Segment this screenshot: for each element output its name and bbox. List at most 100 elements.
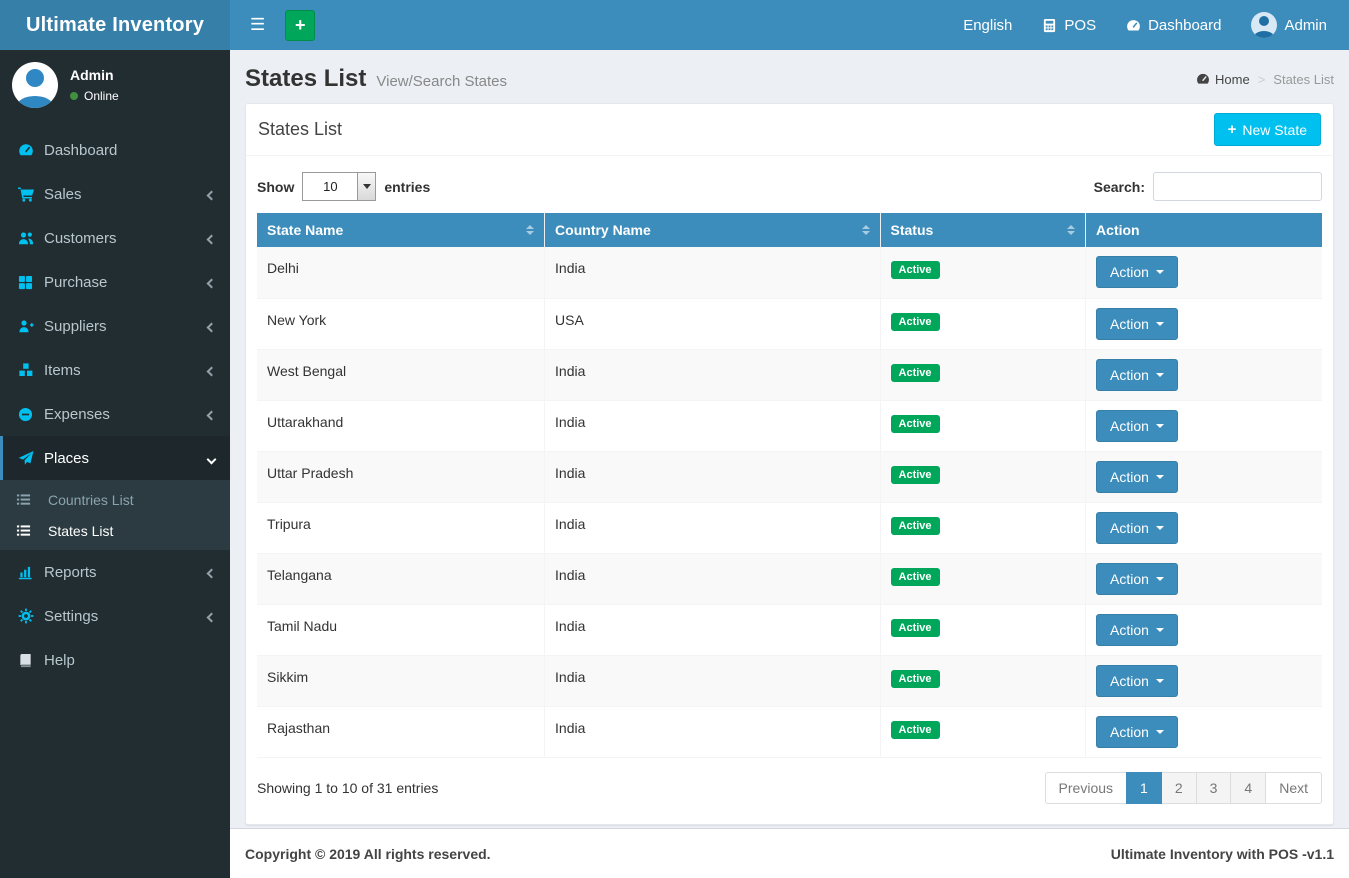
sidebar-item-help[interactable]: Help (0, 638, 230, 682)
calculator-icon (1042, 18, 1057, 33)
states-table-body: Delhi India Active Action (257, 247, 1322, 758)
pagination-button[interactable]: 1 (1126, 771, 1162, 804)
sidebar-item-customers[interactable]: Customers (0, 216, 230, 260)
caret-down-icon (1155, 627, 1164, 632)
user-name: Admin (70, 67, 114, 83)
chevron-left-icon (206, 186, 217, 203)
table-row: Tamil Nadu India Active Action (257, 604, 1322, 656)
state-name-cell: Tripura (257, 502, 546, 554)
action-dropdown-button[interactable]: Action (1096, 256, 1178, 289)
chevron-left-icon (206, 230, 217, 247)
table-row: West Bengal India Active Action (257, 349, 1322, 401)
column-header-state-name[interactable]: State Name (257, 213, 546, 247)
table-row: Delhi India Active Action (257, 247, 1322, 299)
content-area: States List View/Search States Home > St… (230, 50, 1349, 828)
page-length-select[interactable]: 10 (302, 172, 377, 201)
status-badge: Active (890, 567, 940, 586)
action-dropdown-button[interactable]: Action (1096, 715, 1178, 748)
country-name-cell: India (544, 451, 881, 503)
status-cell: Active (879, 655, 1087, 707)
quick-add-button[interactable]: + (285, 9, 316, 41)
pagination-button[interactable]: 3 (1195, 771, 1232, 804)
sidebar-item-settings[interactable]: Settings (0, 594, 230, 638)
pos-link[interactable]: POS (1042, 17, 1096, 34)
app-logo[interactable]: Ultimate Inventory (0, 0, 230, 50)
action-dropdown-button[interactable]: Action (1096, 562, 1178, 595)
caret-down-icon (1155, 576, 1164, 581)
sidebar-item-sales[interactable]: Sales (0, 172, 230, 216)
status-cell: Active (879, 604, 1087, 656)
chevron-down-icon (206, 450, 217, 467)
action-cell: Action (1085, 502, 1322, 554)
user-plus-icon (18, 318, 44, 334)
sidebar-item-states-list[interactable]: States List (0, 515, 230, 546)
gauge-icon (1126, 18, 1141, 33)
column-header-country-name[interactable]: Country Name (544, 213, 881, 247)
country-name-cell: India (544, 706, 881, 758)
language-menu[interactable]: English (963, 16, 1013, 34)
sidebar-item-items[interactable]: Items (0, 348, 230, 392)
plus-icon: + (1227, 121, 1237, 138)
breadcrumb: Home > States List (1196, 72, 1334, 87)
sidebar-item-expenses[interactable]: Expenses (0, 392, 230, 436)
search-input[interactable] (1153, 172, 1322, 201)
chevron-left-icon (206, 608, 217, 625)
action-dropdown-button[interactable]: Action (1096, 460, 1178, 493)
action-dropdown-button[interactable]: Action (1096, 511, 1178, 544)
table-row: Telangana India Active Action (257, 553, 1322, 605)
pagination: Previous 1 2 3 4 Next (1044, 771, 1322, 804)
pagination-button[interactable]: Previous (1044, 771, 1128, 804)
sidebar-item-reports[interactable]: Reports (0, 550, 230, 594)
caret-down-icon (1155, 372, 1164, 377)
user-menu[interactable]: Admin (1251, 12, 1327, 38)
state-name-cell: Telangana (257, 553, 546, 605)
state-name-cell: Tamil Nadu (257, 604, 546, 656)
pagination-button[interactable]: 4 (1230, 771, 1267, 804)
action-cell: Action (1085, 604, 1322, 656)
minus-circle-icon (18, 407, 44, 422)
action-dropdown-button[interactable]: Action (1096, 613, 1178, 646)
table-toolbar: Show 10 entries Search: (257, 166, 1322, 213)
action-dropdown-button[interactable]: Action (1096, 409, 1178, 442)
version-text: Ultimate Inventory with POS -v1.1 (1110, 845, 1334, 862)
table-row: Tripura India Active Action (257, 502, 1322, 554)
action-dropdown-button[interactable]: Action (1096, 664, 1178, 697)
action-dropdown-button[interactable]: Action (1096, 358, 1178, 391)
state-name-cell: Uttar Pradesh (257, 451, 546, 503)
entries-summary: Showing 1 to 10 of 31 entries (257, 779, 439, 796)
state-name-cell: Rajasthan (257, 706, 546, 758)
sidebar-item-suppliers[interactable]: Suppliers (0, 304, 230, 348)
column-header-status[interactable]: Status (880, 213, 1087, 247)
online-dot-icon (70, 92, 78, 100)
list-icon (16, 523, 38, 538)
action-dropdown-button[interactable]: Action (1096, 307, 1178, 340)
dashboard-link[interactable]: Dashboard (1126, 17, 1221, 34)
status-cell: Active (879, 502, 1087, 554)
chevron-left-icon (206, 362, 217, 379)
sidebar-toggle-icon[interactable]: ☰ (250, 15, 266, 34)
sidebar-item-countries-list[interactable]: Countries List (0, 484, 230, 515)
sidebar-item-dashboard[interactable]: Dashboard (0, 128, 230, 172)
pagination-button[interactable]: Next (1265, 771, 1322, 804)
status-badge: Active (890, 465, 940, 484)
country-name-cell: India (544, 655, 881, 707)
list-icon (16, 492, 38, 507)
pagination-button[interactable]: 2 (1160, 771, 1197, 804)
sidebar-item-places[interactable]: Places (0, 436, 230, 480)
breadcrumb-home-link[interactable]: Home (1196, 72, 1250, 87)
state-name-cell: New York (257, 298, 546, 350)
sidebar: Admin Online Dashboard Sales Customers (0, 50, 230, 878)
box-title: States List (258, 119, 343, 139)
table-footer: Showing 1 to 10 of 31 entries Previous 1… (257, 758, 1322, 810)
breadcrumb-separator: > (1257, 71, 1266, 87)
grid-icon (18, 275, 44, 290)
new-state-button[interactable]: + New State (1213, 113, 1321, 146)
state-name-cell: Delhi (257, 247, 546, 299)
chevron-left-icon (206, 274, 217, 291)
caret-down-icon (1155, 474, 1164, 479)
country-name-cell: India (544, 349, 881, 401)
sidebar-item-purchase[interactable]: Purchase (0, 260, 230, 304)
state-name-cell: West Bengal (257, 349, 546, 401)
action-cell: Action (1085, 298, 1322, 350)
table-row: Rajasthan India Active Action (257, 706, 1322, 758)
